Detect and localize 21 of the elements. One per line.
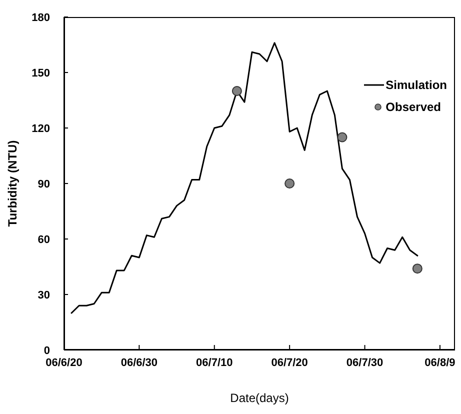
y-tick-label: 150 bbox=[32, 67, 50, 80]
y-tick-label: 90 bbox=[38, 178, 50, 190]
x-tick-label: 06/7/20 bbox=[271, 356, 308, 369]
y-tick-label: 0 bbox=[44, 344, 50, 357]
legend-label: Observed bbox=[386, 99, 442, 116]
y-tick-label: 180 bbox=[32, 12, 50, 24]
y-tick-label: 30 bbox=[38, 289, 50, 302]
x-tick-label: 06/7/30 bbox=[346, 356, 384, 369]
x-axis-title: Date(days) bbox=[230, 391, 289, 405]
point bbox=[284, 178, 295, 189]
point bbox=[232, 86, 242, 96]
y-tick-label: 120 bbox=[32, 122, 50, 135]
y-tick-label: 60 bbox=[38, 234, 50, 246]
x-tick-label: 06/6/20 bbox=[46, 356, 82, 369]
point bbox=[412, 264, 422, 274]
x-tick-label: 06/8/9 bbox=[424, 356, 456, 369]
x-tick-label: 06/7/10 bbox=[196, 356, 233, 369]
y-axis-title: Turbidity (NTU) bbox=[5, 140, 20, 227]
point bbox=[337, 132, 348, 142]
x-tick-label: 06/6/30 bbox=[120, 356, 158, 369]
legend-label: Simulation bbox=[386, 77, 447, 94]
